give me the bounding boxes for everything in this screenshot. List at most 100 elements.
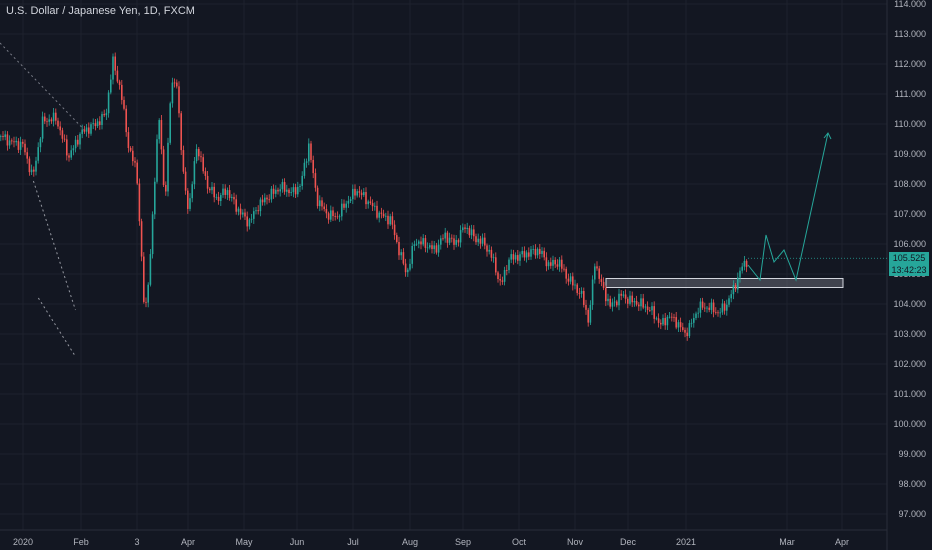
candle-body: [213, 186, 215, 198]
candle-body: [649, 309, 651, 311]
candle-body: [55, 112, 57, 121]
candle-body: [662, 317, 664, 325]
candle-body: [374, 205, 376, 207]
candle-body: [653, 306, 655, 319]
candle-body: [61, 130, 64, 139]
resistance-trendline[interactable]: [0, 42, 85, 131]
candle-body: [33, 169, 35, 172]
candle-body: [525, 252, 528, 258]
candle-body: [576, 284, 578, 293]
candle-body: [143, 256, 145, 302]
candle-body: [651, 306, 653, 311]
candle-body: [270, 188, 273, 200]
candle-body: [554, 259, 556, 265]
candle-body: [165, 184, 167, 192]
candle-body: [675, 317, 677, 328]
price-tick-label: 100.000: [893, 419, 926, 429]
symbol-title: U.S. Dollar / Japanese Yen, 1D, FXCM: [6, 5, 195, 17]
candle-body: [323, 206, 325, 210]
candle-body: [237, 208, 240, 212]
candle-body: [462, 227, 464, 231]
candle-body: [272, 188, 275, 194]
candle-body: [259, 199, 262, 212]
candle-body: [369, 201, 372, 204]
wedge-upper-line[interactable]: [32, 180, 76, 311]
candle-body: [338, 216, 341, 218]
candle-body: [8, 140, 11, 146]
candle-body: [506, 270, 508, 271]
candle-body: [365, 192, 367, 205]
candle-body: [11, 140, 13, 142]
support-zone-box[interactable]: [605, 278, 844, 288]
candle-body: [90, 124, 92, 134]
time-tick-label: Sep: [455, 537, 471, 547]
candle-body: [607, 298, 609, 302]
candle-body: [622, 294, 625, 296]
candle-body: [220, 195, 222, 201]
candle-body: [431, 245, 433, 250]
candle-body: [191, 184, 193, 199]
candle-body: [264, 197, 266, 203]
price-axis[interactable]: 114.000 113.000 112.000 111.000 110.000 109.0…: [893, 0, 926, 519]
candle-body: [598, 268, 600, 279]
time-axis[interactable]: 2020 Feb 3 Apr May Jun Jul Aug Sep Oct Nov Dec 2021 M…: [13, 537, 849, 547]
candle-body: [26, 152, 28, 159]
candle-body: [541, 250, 543, 254]
candle-body: [345, 203, 347, 208]
price-tick-label: 106.000: [893, 239, 926, 249]
time-tick-label: Jul: [347, 537, 359, 547]
candle-body: [283, 182, 286, 192]
candle-body: [363, 192, 365, 196]
candle-body: [297, 186, 299, 195]
candle-body: [578, 292, 581, 294]
candle-body: [543, 250, 545, 258]
candle-body: [332, 210, 334, 217]
candle-body: [46, 121, 48, 123]
candle-body: [39, 138, 42, 148]
candle-body: [488, 249, 490, 252]
candle-body: [99, 121, 101, 125]
candle-body: [281, 182, 284, 190]
candle-body: [167, 142, 169, 192]
candle-body: [72, 148, 75, 151]
candle-body: [68, 155, 70, 158]
price-tick-label: 103.000: [893, 329, 926, 339]
candle-body: [83, 129, 86, 132]
candle-body: [730, 294, 732, 299]
candle-body: [660, 322, 662, 325]
candle-body: [481, 237, 484, 244]
candle-body: [552, 259, 554, 266]
candle-body: [624, 294, 627, 299]
wedge-lower-line[interactable]: [37, 297, 75, 356]
candle-body: [286, 189, 288, 192]
candle-body: [404, 263, 407, 273]
candle-body: [301, 175, 303, 186]
candle-body: [13, 141, 15, 143]
candle-body: [184, 171, 187, 191]
candle-body: [248, 219, 251, 227]
price-tick-label: 97.000: [898, 509, 926, 519]
candle-body: [275, 189, 277, 194]
candle-body: [107, 92, 110, 114]
drawings-layer: [0, 42, 844, 356]
candle-body: [308, 143, 310, 162]
candle-body: [536, 248, 539, 256]
candle-body: [162, 149, 165, 185]
candle-body: [710, 302, 713, 310]
candle-body: [422, 238, 424, 245]
candle-body: [79, 133, 81, 145]
candle-body: [466, 227, 468, 229]
projection-path[interactable]: [747, 132, 829, 282]
candle-body: [446, 232, 449, 243]
candle-body: [396, 235, 398, 242]
candle-body: [477, 238, 479, 243]
candle-body: [642, 298, 644, 308]
candle-body: [367, 201, 369, 205]
time-tick-label: Feb: [73, 537, 89, 547]
time-tick-label: Dec: [620, 537, 637, 547]
candle-body: [121, 84, 123, 100]
candle-body: [6, 134, 9, 146]
candle-body: [459, 230, 462, 243]
candle-body: [136, 162, 138, 184]
